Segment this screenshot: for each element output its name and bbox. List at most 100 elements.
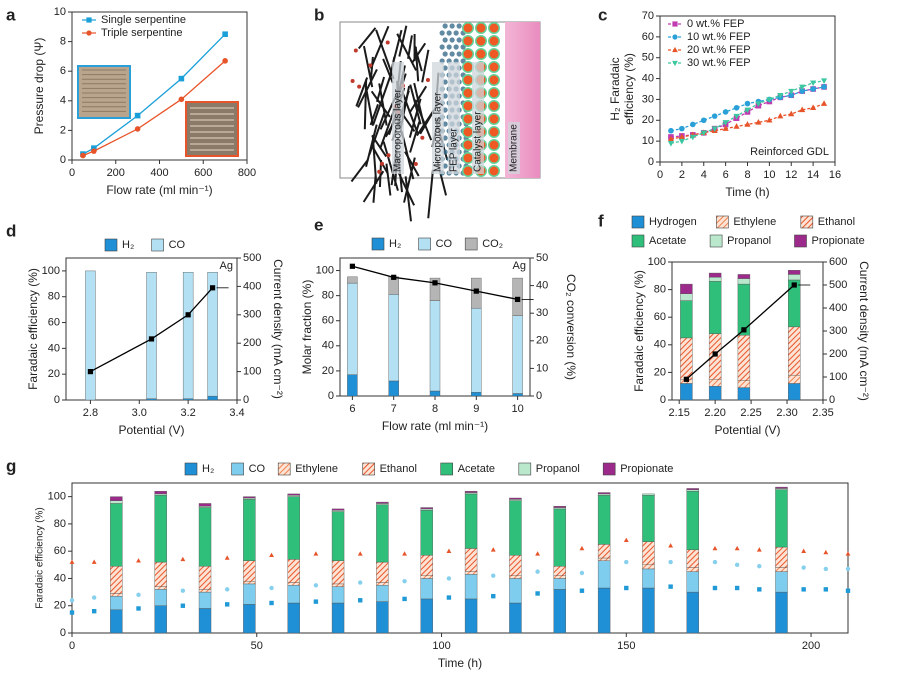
legend-label: Acetate [649, 235, 686, 247]
fiber [408, 98, 422, 138]
fiber [385, 163, 392, 196]
bar-segment [597, 493, 611, 496]
bar-segment [775, 567, 788, 572]
legend-swatch [631, 215, 645, 229]
fiber [350, 158, 369, 183]
bar-segment [347, 374, 358, 397]
scatter-point [136, 592, 141, 598]
bar-segment [198, 589, 212, 593]
data-point [711, 113, 718, 119]
line-point [683, 376, 689, 382]
legend-label: H₂ [202, 463, 214, 475]
data-point [744, 107, 751, 114]
bar-segment [471, 392, 482, 397]
x-tick-label: 400 [150, 167, 168, 179]
x-tick-label: 8 [744, 169, 750, 181]
fiber [363, 79, 368, 130]
scatter-point [491, 593, 496, 599]
bar-segment [642, 568, 655, 589]
y-tick-label: 60 [54, 545, 66, 557]
scatter-point [491, 573, 496, 578]
mpl-particle [439, 30, 445, 36]
bar-segment [376, 501, 389, 504]
fiber [410, 42, 427, 64]
panel-letter: c [598, 5, 607, 24]
scatter-point [579, 588, 585, 593]
scatter-point [224, 555, 230, 560]
line-point [185, 312, 191, 318]
mpl-particle [449, 23, 455, 29]
bar-segment [509, 499, 522, 501]
y2-tick-label: 300 [829, 325, 847, 337]
bar-segment [597, 557, 611, 561]
y-tick-label: 80 [54, 518, 66, 530]
scatter-point [91, 559, 97, 564]
catalyst-particle [463, 23, 473, 33]
bar-segment [429, 277, 441, 301]
inset-photo [185, 101, 239, 157]
legend-swatch [602, 462, 616, 476]
scatter-point [446, 548, 452, 553]
bar-segment [708, 281, 722, 334]
scatter-point [269, 585, 274, 591]
bar-segment [509, 555, 522, 576]
data-point [134, 126, 141, 132]
mpl-particle [442, 51, 448, 57]
scatter-point [180, 588, 186, 593]
y2-tick-label: 10 [536, 362, 548, 374]
data-point [178, 75, 185, 82]
y-tick-label: 0 [60, 154, 66, 166]
line-point [148, 336, 155, 342]
bar-segment [686, 488, 699, 491]
catalyst-particle [489, 36, 499, 46]
scatter-point [91, 595, 97, 600]
scatter-point [313, 599, 319, 604]
bar-segment [331, 583, 345, 587]
bar-segment [464, 548, 478, 572]
legend-label: Hydrogen [649, 216, 697, 228]
annotation: Ag [220, 260, 233, 272]
bar-segment [376, 582, 389, 586]
mpl-particle [442, 37, 448, 43]
bar-segment [287, 602, 300, 634]
legend-swatch [631, 234, 645, 248]
x-tick-label: 2.20 [704, 407, 725, 419]
data-point [733, 123, 740, 129]
bar-segment [347, 276, 358, 284]
scatter-point [624, 585, 629, 591]
fiber [362, 170, 385, 203]
scatter-point [845, 551, 851, 556]
data-point [810, 80, 817, 87]
bar-segment [85, 270, 96, 401]
scatter-point [269, 600, 274, 606]
y2-axis-label: Current density (mA cm⁻²) [857, 261, 871, 401]
catalyst-particle [463, 101, 473, 111]
bar-segment [686, 549, 699, 568]
catalyst-particle [463, 49, 473, 59]
bar-segment [509, 500, 522, 556]
gas-bubble [357, 84, 362, 89]
panel-letter: d [6, 221, 16, 240]
data-point [689, 134, 696, 141]
y2-tick-label: 0 [243, 394, 249, 406]
scatter-point [490, 547, 496, 552]
x-tick-label: 0 [69, 167, 75, 179]
legend-swatch [371, 237, 385, 251]
catalyst-particle [476, 49, 486, 59]
label-bg [448, 62, 460, 174]
x-tick-label: 3.0 [132, 407, 147, 419]
scatter-point [757, 587, 762, 592]
bar-segment [464, 598, 478, 634]
x-tick-label: 6 [349, 403, 355, 415]
bar-segment [788, 326, 801, 376]
scatter-point [823, 566, 829, 572]
data-point [821, 84, 827, 90]
data-point [810, 104, 817, 111]
series-line [670, 80, 825, 144]
bar-segment [775, 488, 788, 491]
bar-segment [420, 510, 433, 556]
legend-swatch [362, 462, 375, 476]
catalyst-particle [463, 62, 473, 72]
bar-segment [198, 507, 212, 567]
bar-segment [243, 499, 256, 561]
